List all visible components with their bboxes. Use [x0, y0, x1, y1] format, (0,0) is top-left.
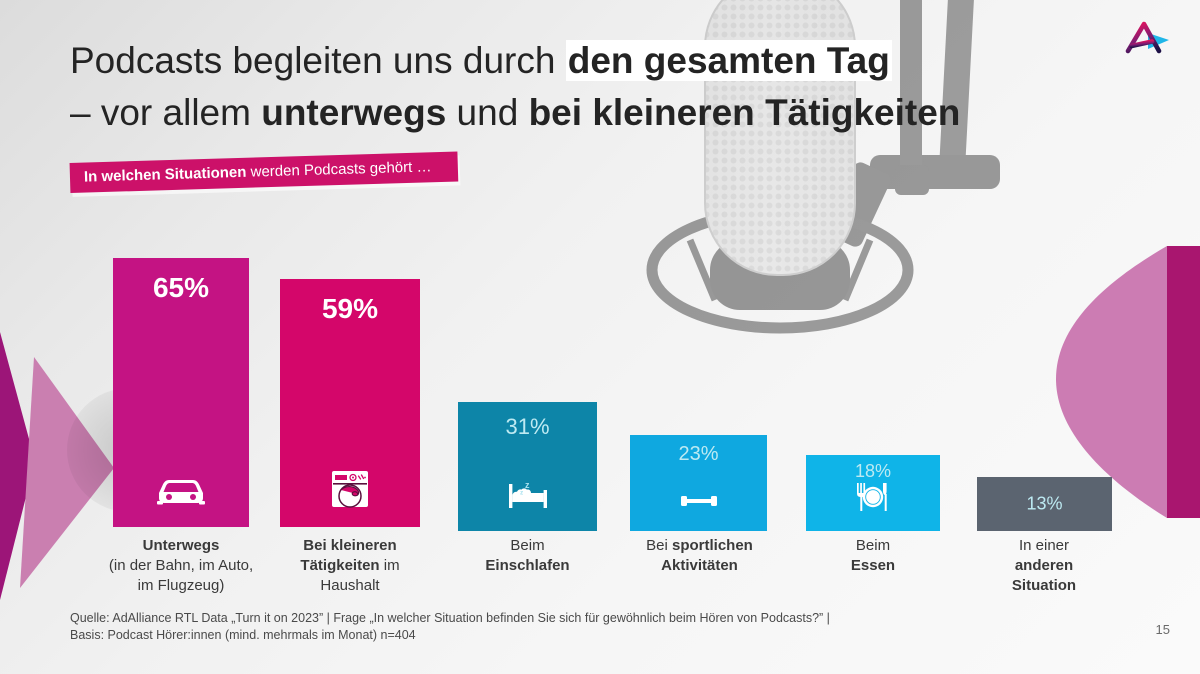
svg-text:z: z [525, 480, 530, 490]
